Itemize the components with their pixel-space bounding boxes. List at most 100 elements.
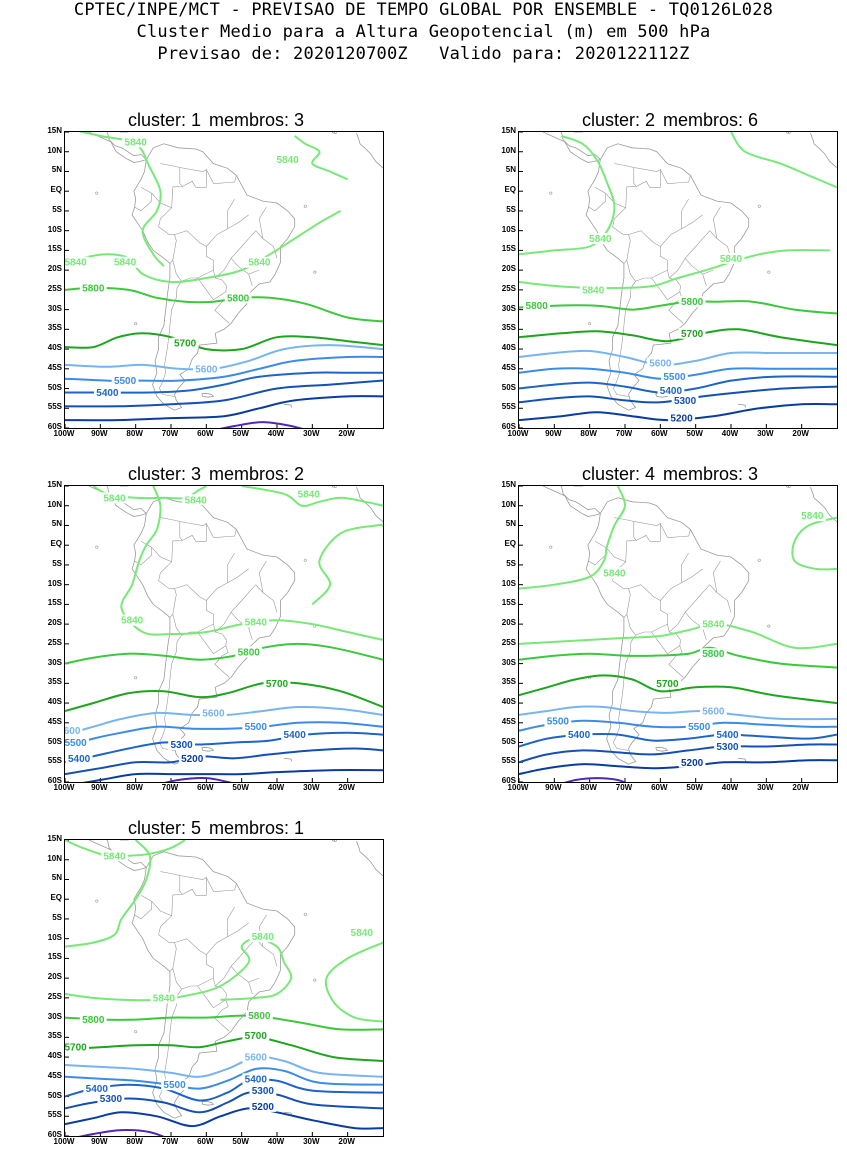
contour-label-bg (281, 729, 309, 741)
contour-label: 5400 (245, 1074, 268, 1085)
lon-tick-label: 50W (232, 429, 249, 438)
lon-tick-label: 90W (91, 783, 108, 792)
lat-tick-label: 5S (506, 204, 516, 214)
country-border (651, 624, 681, 655)
contour-label: 5500 (245, 722, 268, 733)
geopotential-map: 5840 5840 5840 5840 5800 5800 5700 5700 5600 5500… (65, 840, 383, 1136)
country-border (140, 871, 183, 917)
country-border (612, 635, 636, 751)
country-border (248, 982, 253, 994)
lat-tick-label: 30S (47, 1011, 62, 1021)
coastline-sgeorgia (738, 403, 747, 408)
cluster-panel-4: cluster: 4 membros: 3 15N 10N 5N EQ 5S 10S 15S 20… (490, 464, 847, 794)
contour-5200 (65, 395, 383, 422)
cluster-label: cluster: 1 (127, 110, 201, 130)
island-marker (332, 486, 336, 488)
contour-5400 (65, 731, 383, 764)
contour-label: 5700 (65, 1043, 87, 1054)
contour-label: 5400 (68, 754, 91, 765)
header-line-3: Previsao de: 2020120700Z Valido para: 20… (157, 44, 690, 64)
contour-label: 5300 (170, 740, 193, 751)
lat-tick-label: EQ (50, 185, 62, 195)
contour-label-bg (111, 256, 139, 268)
contour-label-bg (714, 740, 741, 752)
lat-tick-label: 50S (501, 382, 516, 392)
country-border (179, 875, 207, 896)
country-border (248, 628, 253, 640)
country-border (612, 281, 636, 397)
contour-label: 5700 (174, 339, 197, 350)
contour-label: 5300 (716, 742, 739, 753)
lat-tick-label: 25S (47, 283, 62, 293)
lat-tick-label: 5S (52, 558, 62, 568)
contour-5840 (78, 132, 165, 267)
country-border (172, 230, 214, 282)
contour-label-bg (249, 931, 277, 943)
contour-label-bg (122, 136, 150, 148)
contour-label: 5800 (248, 1011, 271, 1022)
island-marker (313, 978, 317, 982)
lon-tick-label: 90W (545, 783, 562, 792)
coastline-africa (356, 841, 383, 877)
lat-tick-label: 30S (501, 303, 516, 313)
lat-tick-label: EQ (50, 893, 62, 903)
coastline-southAmerica (131, 497, 296, 765)
lon-tick-label: 20W (792, 429, 809, 438)
contour-label-bg (249, 1085, 277, 1097)
lat-tick-label: 55S (501, 402, 516, 412)
country-border (140, 163, 183, 209)
island-marker (313, 270, 317, 274)
lat-tick-label: 5S (52, 204, 62, 214)
lat-tick-label: 10S (47, 224, 62, 234)
lon-tick-label: 70W (615, 429, 633, 438)
island-marker (303, 912, 307, 916)
country-border (206, 877, 237, 892)
country-border (612, 207, 631, 264)
lat-tick-label: 5N (505, 519, 516, 529)
country-border (197, 270, 227, 301)
contour-label: 5200 (681, 758, 704, 769)
contour-label: 5800 (702, 649, 725, 660)
panel-title: cluster: 1 membros: 3 (36, 110, 396, 131)
contour-5840 (324, 941, 383, 1023)
contour-label-bg (544, 715, 572, 727)
contour-label: 5840 (351, 928, 374, 939)
contour-label: 5400 (96, 388, 119, 399)
country-border (134, 901, 152, 920)
contour-5500 (65, 721, 383, 748)
country-border (179, 521, 207, 542)
country-border (134, 193, 152, 212)
lat-tick-label: 60S (47, 776, 62, 785)
lon-tick-label: 30W (757, 429, 774, 438)
island-marker (134, 1030, 138, 1034)
contour-label: 5800 (681, 297, 704, 308)
contour-label-bg (101, 850, 128, 862)
contour-5840 (65, 840, 186, 858)
lat-tick-label: 20S (47, 264, 62, 274)
contour-label-bg (83, 1083, 111, 1095)
country-border (668, 230, 711, 279)
country-border (626, 230, 668, 282)
island-marker (549, 191, 553, 195)
contour-label: 5400 (660, 386, 683, 397)
lat-tick-label: EQ (50, 539, 62, 549)
contour-label: 5500 (547, 716, 570, 727)
contour-label: 5500 (163, 1080, 186, 1091)
coastline-falkland (201, 1100, 215, 1106)
contour-label: 5600 (195, 364, 218, 375)
country-border (626, 584, 668, 636)
panel-title: cluster: 3 membros: 2 (36, 464, 396, 485)
contour-label: 5800 (526, 301, 549, 312)
contour-label: 5800 (227, 293, 250, 304)
lat-tick-label: 50S (47, 736, 62, 746)
lat-tick-label: 15S (501, 244, 516, 254)
contour-label-bg (295, 488, 323, 500)
contour-label: 5400 (716, 730, 739, 741)
panel-title: cluster: 4 membros: 3 (490, 464, 847, 485)
contour-label-bg (601, 567, 628, 579)
contour-label-bg (192, 363, 220, 375)
island-marker (786, 132, 790, 134)
contour-label-bg (242, 1051, 270, 1063)
lat-tick-label: 60S (47, 422, 62, 431)
lat-tick-label: 55S (501, 756, 516, 766)
